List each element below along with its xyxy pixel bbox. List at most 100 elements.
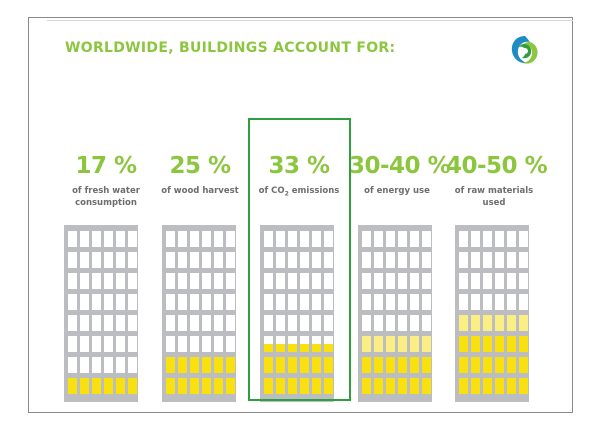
building-window [92,294,101,310]
building-window [202,294,211,310]
building-window [104,294,113,310]
building-window [166,273,175,289]
building-window [128,357,137,373]
building-window [519,357,528,373]
stat-wood-harvest: 25 % of wood harvest [152,152,248,197]
building-window [422,231,431,247]
building-window [374,336,383,352]
building-window [312,378,321,394]
building-window [324,294,333,310]
building-window [202,252,211,268]
building-window [214,273,223,289]
building-window [324,315,333,331]
building-window [128,231,137,247]
building-window [483,273,492,289]
building-window [374,252,383,268]
stat-value: 33 % [268,153,330,179]
building-window [264,294,273,310]
building-window [80,231,89,247]
building-window [104,378,113,394]
building-window [80,294,89,310]
building-window [374,294,383,310]
building-window [68,315,77,331]
building-window [386,252,395,268]
building-window [398,315,407,331]
building-window [519,336,528,352]
building-window [300,357,309,373]
building-window [92,336,101,352]
building-window [507,231,516,247]
building-window [398,252,407,268]
building-window [519,294,528,310]
building-window [471,231,480,247]
building-window [104,315,113,331]
building-window [104,252,113,268]
building-window [92,231,101,247]
building-window [495,231,504,247]
building-window [202,378,211,394]
building-window [398,378,407,394]
building-window [459,315,468,331]
building-window [483,378,492,394]
building-window [264,357,273,373]
building-window [422,294,431,310]
building-window [495,336,504,352]
top-divider [47,20,573,21]
building-window [202,315,211,331]
building-window [68,294,77,310]
building-window [312,315,321,331]
building-window [116,252,125,268]
building-window [178,357,187,373]
building-window [324,231,333,247]
building-window [300,273,309,289]
building-window [116,315,125,331]
building-window [324,336,333,352]
building-window [483,336,492,352]
stat-value: 40-50 % [446,153,548,179]
building-window [495,294,504,310]
building-window [374,378,383,394]
stat-raw-materials: 40-50 % of raw materials used [446,152,548,209]
building-window [362,357,371,373]
building-window [178,231,187,247]
building-window [519,378,528,394]
building-window [80,336,89,352]
building-window [68,336,77,352]
building-window [410,231,419,247]
building-window [68,378,77,394]
building-window [116,231,125,247]
building-window [190,252,199,268]
stat-label: of CO2 emissions [258,186,340,198]
building-window [507,252,516,268]
building-window [288,252,297,268]
building-window [226,252,235,268]
building-window [324,252,333,268]
building-window [312,252,321,268]
highlight-box [248,118,351,401]
building-window [288,231,297,247]
building-window [471,336,480,352]
building-window [264,273,273,289]
building-window [324,273,333,289]
building-window [300,294,309,310]
building-window [410,252,419,268]
building-window [178,252,187,268]
building-window [422,315,431,331]
building-window [288,378,297,394]
building-window [422,357,431,373]
building-window [166,357,175,373]
building-window [422,336,431,352]
building-window [190,378,199,394]
building-window [202,231,211,247]
building-window [214,231,223,247]
stat-fresh-water: 17 % of fresh water consumption [58,152,154,209]
building-window [312,273,321,289]
building-window [507,315,516,331]
building-window [398,357,407,373]
building-window [312,357,321,373]
building-window [276,336,285,352]
building-window [507,378,516,394]
building-window [178,294,187,310]
stat-co2-emissions: 33 % of CO2 emissions [251,152,347,201]
building-window [507,357,516,373]
